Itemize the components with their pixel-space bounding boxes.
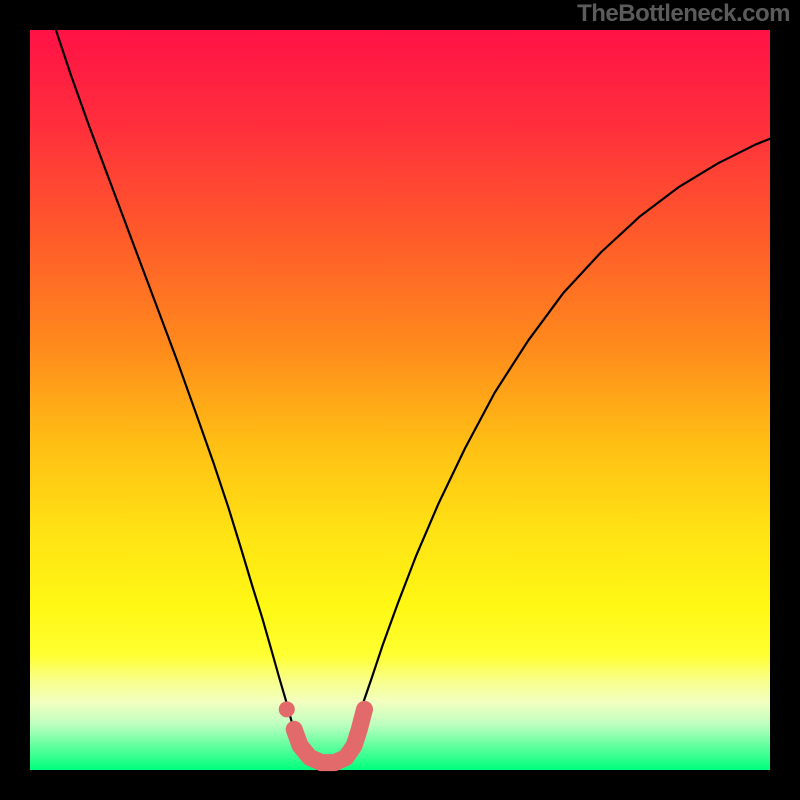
watermark-text: TheBottleneck.com [577,0,790,28]
plot-svg [0,0,800,800]
overlay-dot [279,701,295,717]
chart-stage: TheBottleneck.com [0,0,800,800]
gradient-background [30,30,770,770]
